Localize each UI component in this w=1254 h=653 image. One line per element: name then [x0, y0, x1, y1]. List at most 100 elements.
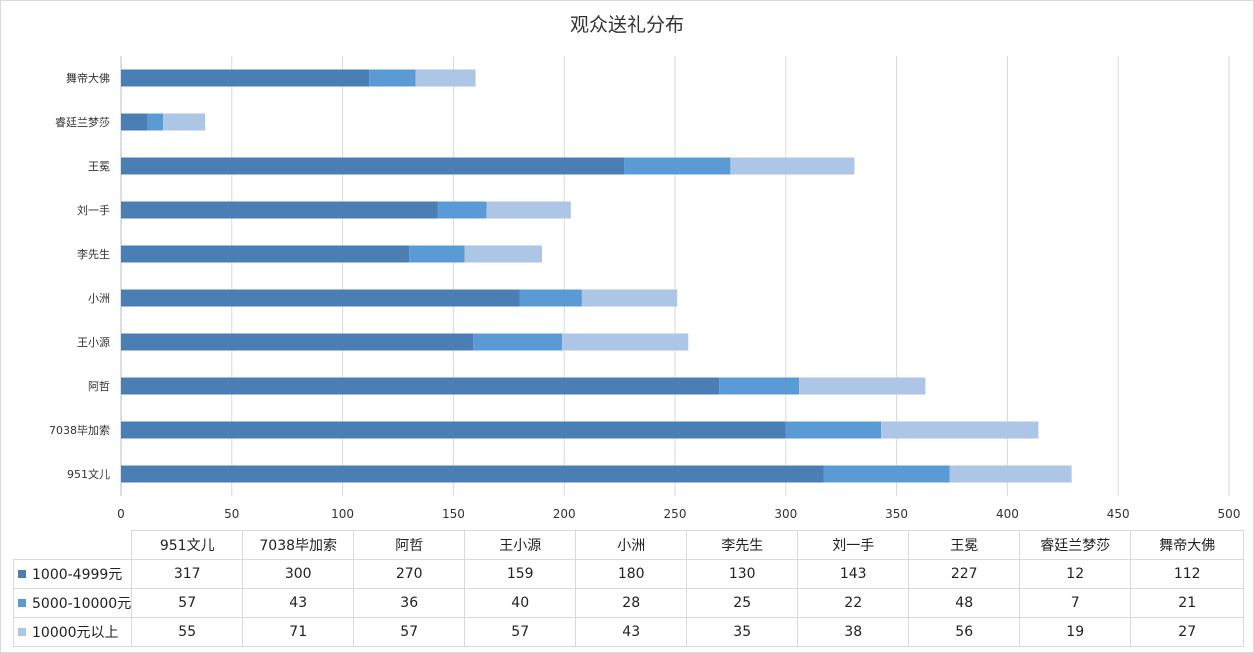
- x-tick-label: 50: [224, 507, 239, 521]
- table-cell: 57: [353, 617, 466, 647]
- x-tick-label: 100: [331, 507, 354, 521]
- x-tick-label: 250: [664, 507, 687, 521]
- legend-label: 5000-10000元: [32, 596, 132, 612]
- table-column-header: 7038毕加索: [242, 530, 355, 560]
- bar-segment: [473, 333, 562, 351]
- bar-segment: [624, 157, 731, 175]
- bar-segment: [561, 333, 689, 351]
- y-category-label: 阿哲: [88, 380, 110, 393]
- bar-segment: [163, 113, 206, 131]
- bar-segment: [581, 289, 678, 307]
- bar-segment: [121, 465, 824, 483]
- bar-segment: [823, 465, 950, 483]
- table-cell: 55: [131, 617, 244, 647]
- bar-segment: [730, 157, 855, 175]
- table-column-header: 951文儿: [131, 530, 244, 560]
- y-category-label: 王小源: [77, 335, 110, 349]
- legend-swatch: [18, 599, 26, 607]
- chart-title: 观众送礼分布: [569, 14, 684, 36]
- table-row: 10000元以上 55 71 57 57 43 35 38 56 19 27: [12, 617, 1245, 647]
- bar-segment: [121, 289, 520, 307]
- table-column-header: 阿哲: [353, 530, 466, 560]
- table-cell: 21: [1130, 588, 1245, 618]
- legend-label: 1000-4999元: [32, 567, 123, 583]
- y-category-label: 7038毕加索: [49, 423, 110, 437]
- table-cell: 112: [1130, 559, 1245, 589]
- y-category-label: 小洲: [88, 292, 110, 305]
- y-category-label: 李先生: [77, 247, 110, 261]
- table-row: 5000-10000元 57 43 36 40 28 25 22 48 7 21: [12, 588, 1245, 618]
- bar-segment: [486, 201, 571, 219]
- bar-segment: [147, 113, 164, 131]
- x-tick-label: 200: [553, 507, 576, 521]
- table-cell: 130: [686, 559, 799, 589]
- table-cell: 227: [908, 559, 1021, 589]
- bar-segment: [464, 245, 543, 263]
- table-cell: 12: [1019, 559, 1132, 589]
- table-column-header: 王冕: [908, 530, 1021, 560]
- table-cell: 40: [464, 588, 577, 618]
- bar-segment: [121, 421, 786, 439]
- table-cell: 35: [686, 617, 799, 647]
- table-cell: 270: [353, 559, 466, 589]
- legend-swatch: [18, 628, 26, 636]
- bar-segment: [121, 201, 438, 219]
- x-tick-label: 450: [1107, 507, 1130, 521]
- table-column-header: 李先生: [686, 530, 799, 560]
- x-tick-label: 500: [1218, 507, 1241, 521]
- y-category-label: 舞帝大佛: [66, 71, 110, 85]
- table-row: 1000-4999元 317 300 270 159 180 130 143 227 12 112: [12, 559, 1245, 589]
- table-column-header: 小洲: [575, 530, 688, 560]
- table-cell: 56: [908, 617, 1021, 647]
- bar-segment: [785, 421, 882, 439]
- table-cell: 159: [464, 559, 577, 589]
- table-cell: 7: [1019, 588, 1132, 618]
- x-tick-label: 400: [996, 507, 1019, 521]
- table-cell: 28: [575, 588, 688, 618]
- bar-segment: [121, 113, 148, 131]
- table-cell: 71: [242, 617, 355, 647]
- table-cell: 25: [686, 588, 799, 618]
- table-cell: 180: [575, 559, 688, 589]
- bar-segment: [369, 69, 416, 87]
- table-cell: 43: [242, 588, 355, 618]
- y-category-label: 刘一手: [77, 203, 110, 217]
- bar-segment: [409, 245, 465, 263]
- bar-segment: [799, 377, 926, 395]
- table-column-header: 睿廷兰梦莎: [1019, 530, 1132, 560]
- table-cell: 19: [1019, 617, 1132, 647]
- bar-segment: [121, 333, 474, 351]
- y-category-label: 睿廷兰梦莎: [55, 115, 110, 129]
- x-tick-label: 0: [117, 507, 125, 521]
- table-column-header: 舞帝大佛: [1130, 530, 1245, 560]
- table-cell: 57: [464, 617, 577, 647]
- bar-segment: [719, 377, 800, 395]
- bar-segment: [519, 289, 582, 307]
- bar-segment: [121, 157, 625, 175]
- table-row-header: 10000元以上: [12, 617, 133, 647]
- table-column-header: 王小源: [464, 530, 577, 560]
- table-cell: 317: [131, 559, 244, 589]
- table-cell: 300: [242, 559, 355, 589]
- table-cell: 27: [1130, 617, 1245, 647]
- bar-segment: [415, 69, 476, 87]
- legend-swatch: [18, 570, 26, 578]
- table-column-header: 刘一手: [797, 530, 910, 560]
- chart-plot: 0 50 100 150 200 250 300 350 400 450 500 951文儿 7038毕…: [49, 56, 1241, 521]
- table-cell: 43: [575, 617, 688, 647]
- table-cell: 143: [797, 559, 910, 589]
- table-corner: [13, 530, 133, 560]
- x-tick-label: 150: [442, 507, 465, 521]
- table-cell: 36: [353, 588, 466, 618]
- data-table: 951文儿 7038毕加索 阿哲 王小源 小洲 李先生 刘一手 王冕 睿廷兰梦莎 舞帝大佛 1000…: [12, 530, 1245, 647]
- table-row-header: 5000-10000元: [12, 588, 133, 618]
- bar-segment: [121, 69, 370, 87]
- y-category-label: 王冕: [88, 160, 110, 173]
- x-tick-label: 350: [885, 507, 908, 521]
- table-cell: 38: [797, 617, 910, 647]
- table-cell: 48: [908, 588, 1021, 618]
- bar-segment: [881, 421, 1039, 439]
- bar-segment: [121, 377, 720, 395]
- legend-label: 10000元以上: [32, 625, 119, 641]
- table-header-row: 951文儿 7038毕加索 阿哲 王小源 小洲 李先生 刘一手 王冕 睿廷兰梦莎 舞帝大佛: [13, 530, 1245, 560]
